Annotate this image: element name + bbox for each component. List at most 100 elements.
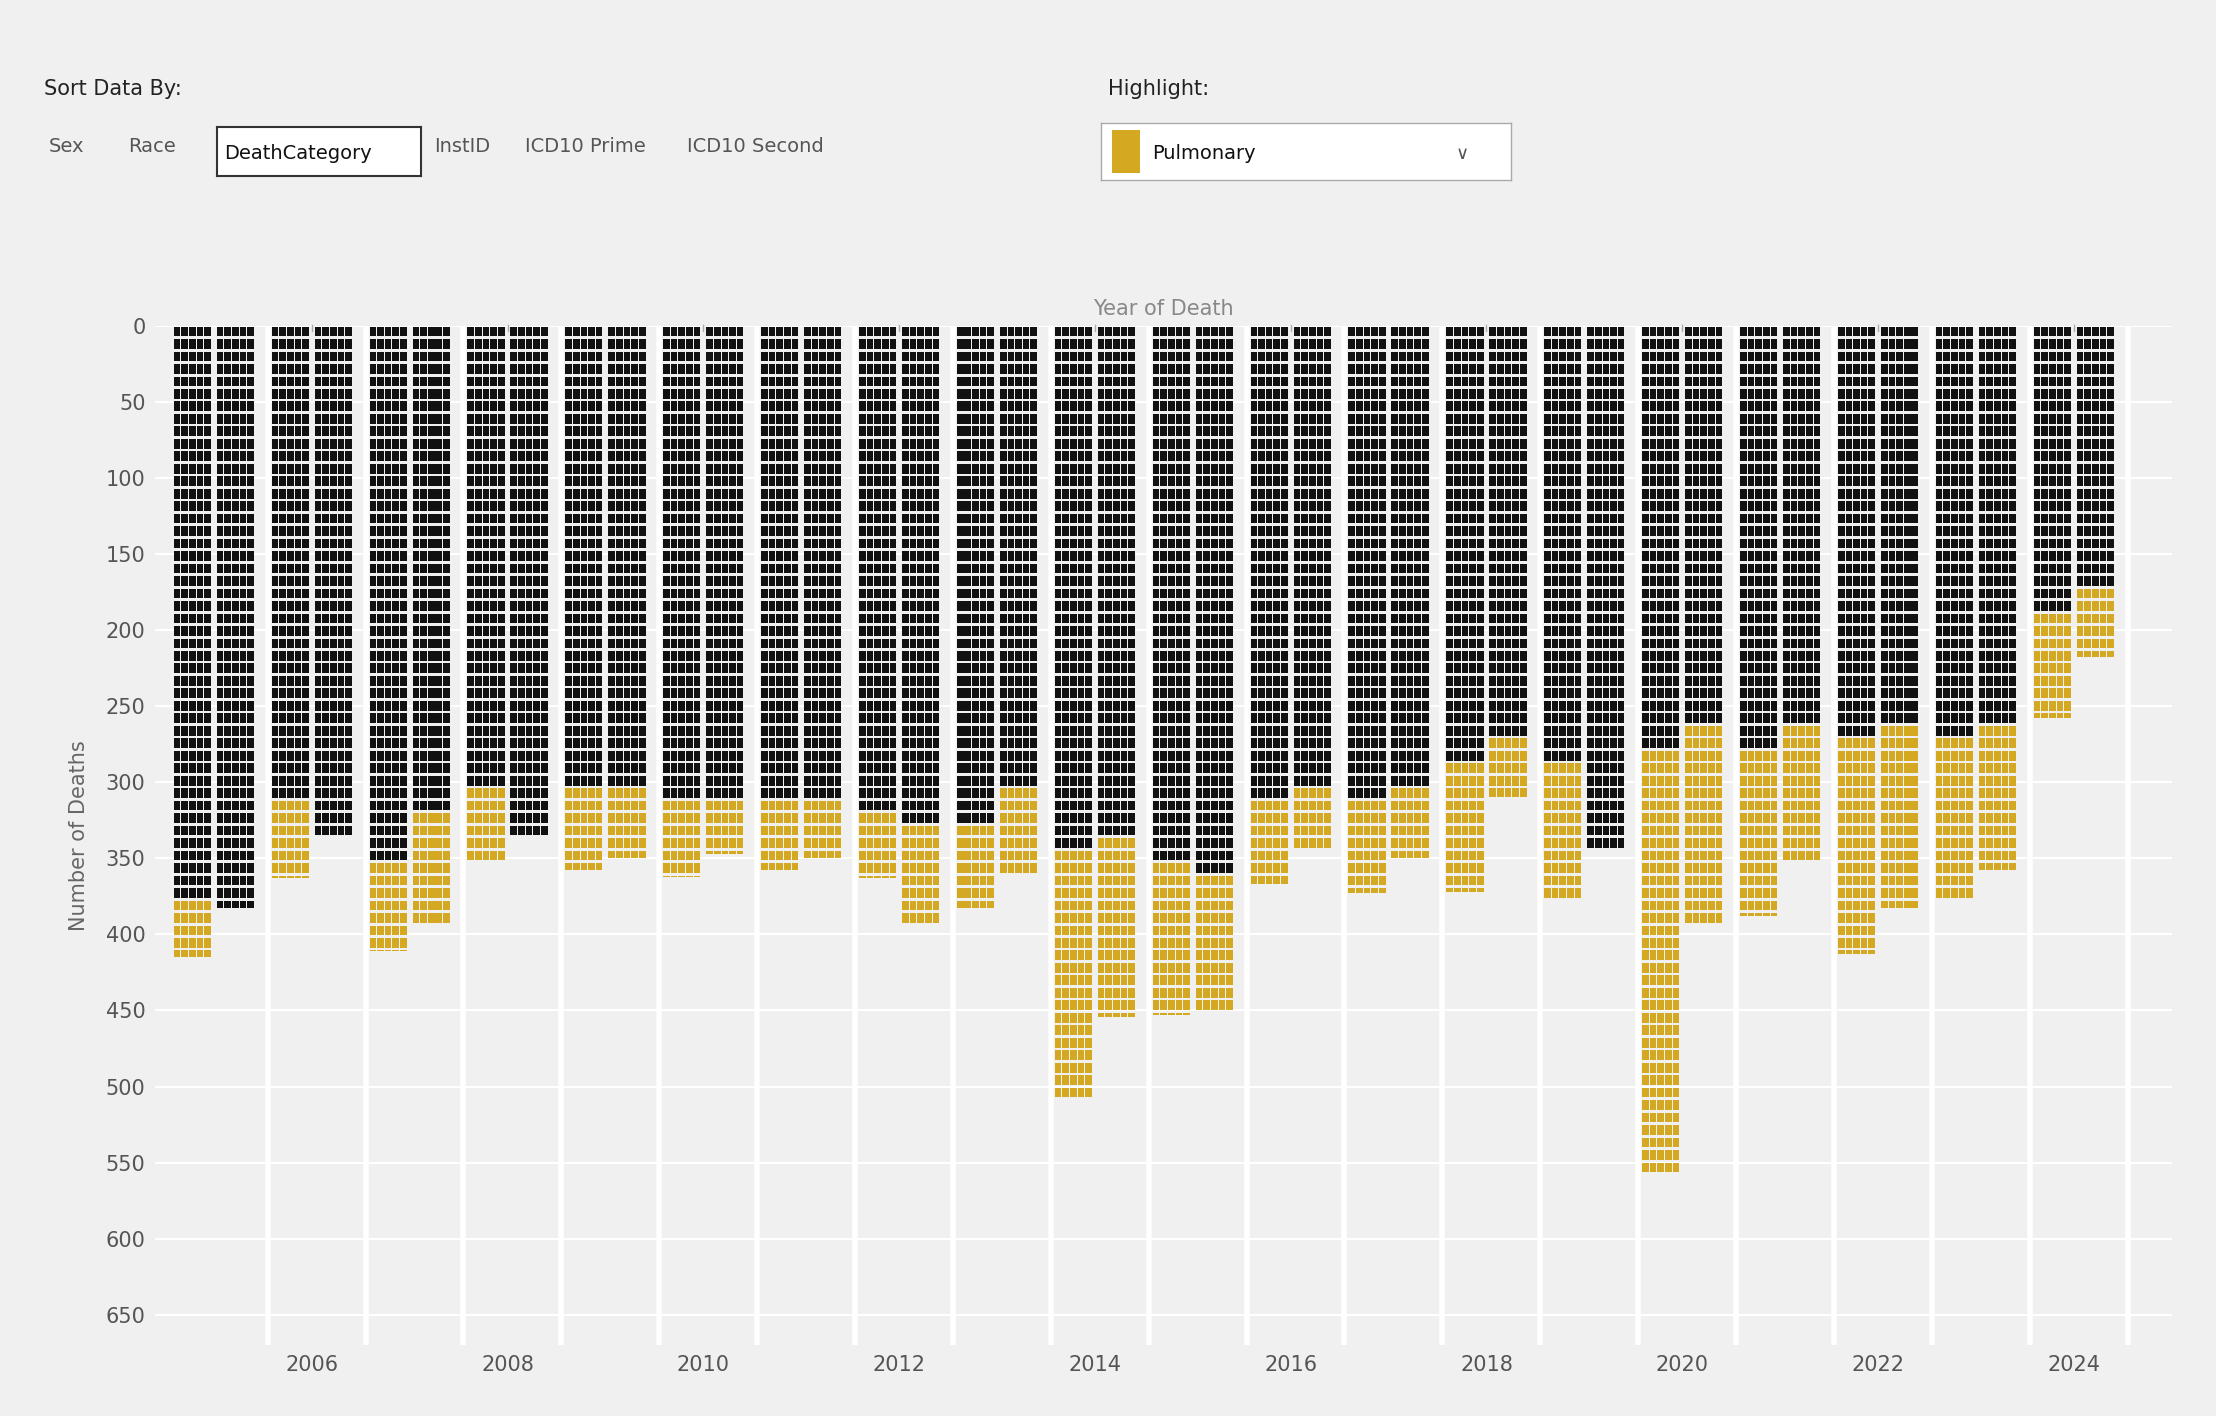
Bar	[1225, 1000, 1232, 1010]
Bar	[1658, 426, 1664, 436]
Bar	[1161, 626, 1168, 636]
Bar	[217, 389, 224, 399]
Bar	[1611, 514, 1618, 524]
Bar	[1183, 338, 1190, 348]
Bar	[1489, 651, 1496, 661]
Bar	[1325, 538, 1332, 548]
Bar	[1897, 514, 1904, 524]
Bar	[964, 901, 971, 909]
Bar	[1888, 613, 1895, 623]
Bar	[370, 901, 377, 910]
Bar	[1806, 664, 1813, 673]
Bar	[565, 439, 572, 449]
Bar	[1740, 675, 1746, 685]
Bar	[1152, 963, 1159, 973]
Bar	[1152, 701, 1159, 711]
Bar	[791, 626, 798, 636]
Bar	[1112, 950, 1119, 960]
Bar	[1868, 626, 1875, 636]
Bar	[804, 338, 811, 348]
Bar	[2034, 602, 2041, 610]
Bar	[1250, 501, 1256, 511]
Bar	[663, 426, 669, 436]
Bar	[1197, 576, 1203, 586]
Bar	[1505, 576, 1511, 586]
Bar	[204, 776, 211, 786]
Bar	[1700, 464, 1706, 473]
Bar	[678, 389, 685, 399]
Bar	[2063, 651, 2070, 661]
Bar	[889, 701, 895, 711]
Bar	[1161, 813, 1168, 823]
Bar	[421, 901, 428, 910]
Bar	[609, 750, 616, 760]
Bar	[835, 413, 842, 423]
Bar	[1560, 338, 1567, 348]
Bar	[1423, 589, 1429, 599]
Bar	[609, 613, 616, 623]
Bar	[1356, 776, 1363, 786]
Bar	[315, 688, 321, 698]
Bar	[1454, 851, 1460, 861]
Bar	[499, 813, 505, 823]
Bar	[421, 800, 428, 810]
Bar	[1693, 813, 1700, 823]
Bar	[412, 426, 419, 436]
Bar	[1128, 351, 1135, 361]
Bar	[769, 464, 776, 473]
Bar	[386, 389, 392, 399]
Bar	[386, 937, 392, 947]
Bar	[1649, 950, 1655, 960]
Bar	[616, 701, 623, 711]
Bar	[1070, 576, 1077, 586]
Bar	[534, 564, 541, 573]
Bar	[1791, 464, 1797, 473]
Bar	[581, 426, 587, 436]
Bar	[1152, 564, 1159, 573]
Bar	[286, 439, 293, 449]
Bar	[1959, 402, 1966, 411]
Bar	[1106, 413, 1112, 423]
Bar	[428, 338, 434, 348]
Bar	[1008, 439, 1015, 449]
Bar	[678, 589, 685, 599]
Bar	[1505, 426, 1511, 436]
Bar	[1853, 776, 1859, 786]
Bar	[1197, 564, 1203, 573]
Bar	[1203, 589, 1210, 599]
Bar	[1771, 338, 1777, 348]
Bar	[286, 651, 293, 661]
Bar	[273, 776, 279, 786]
Bar	[301, 738, 308, 748]
Bar	[1219, 501, 1225, 511]
Bar	[1748, 789, 1755, 799]
Bar	[1693, 327, 1700, 337]
Bar	[1121, 976, 1128, 986]
Bar	[1077, 926, 1084, 935]
Bar	[2085, 489, 2092, 498]
Bar	[197, 576, 204, 586]
Bar	[694, 389, 700, 399]
Bar	[321, 551, 328, 561]
Bar	[1806, 813, 1813, 823]
Bar	[197, 651, 204, 661]
Bar	[1106, 564, 1112, 573]
Bar	[490, 738, 496, 748]
Bar	[1363, 763, 1369, 773]
Bar	[1259, 551, 1265, 561]
Bar	[687, 564, 694, 573]
Bar	[581, 639, 587, 649]
Bar	[1545, 888, 1551, 898]
Bar	[1846, 701, 1853, 711]
Bar	[1611, 338, 1618, 348]
Bar	[1121, 389, 1128, 399]
Bar	[286, 426, 293, 436]
Bar	[1392, 576, 1398, 586]
Bar	[173, 576, 179, 586]
Bar	[1846, 452, 1853, 462]
Bar	[1407, 576, 1414, 586]
Bar	[1086, 439, 1092, 449]
Bar	[370, 551, 377, 561]
Bar	[1152, 402, 1159, 411]
Bar	[1881, 651, 1888, 661]
